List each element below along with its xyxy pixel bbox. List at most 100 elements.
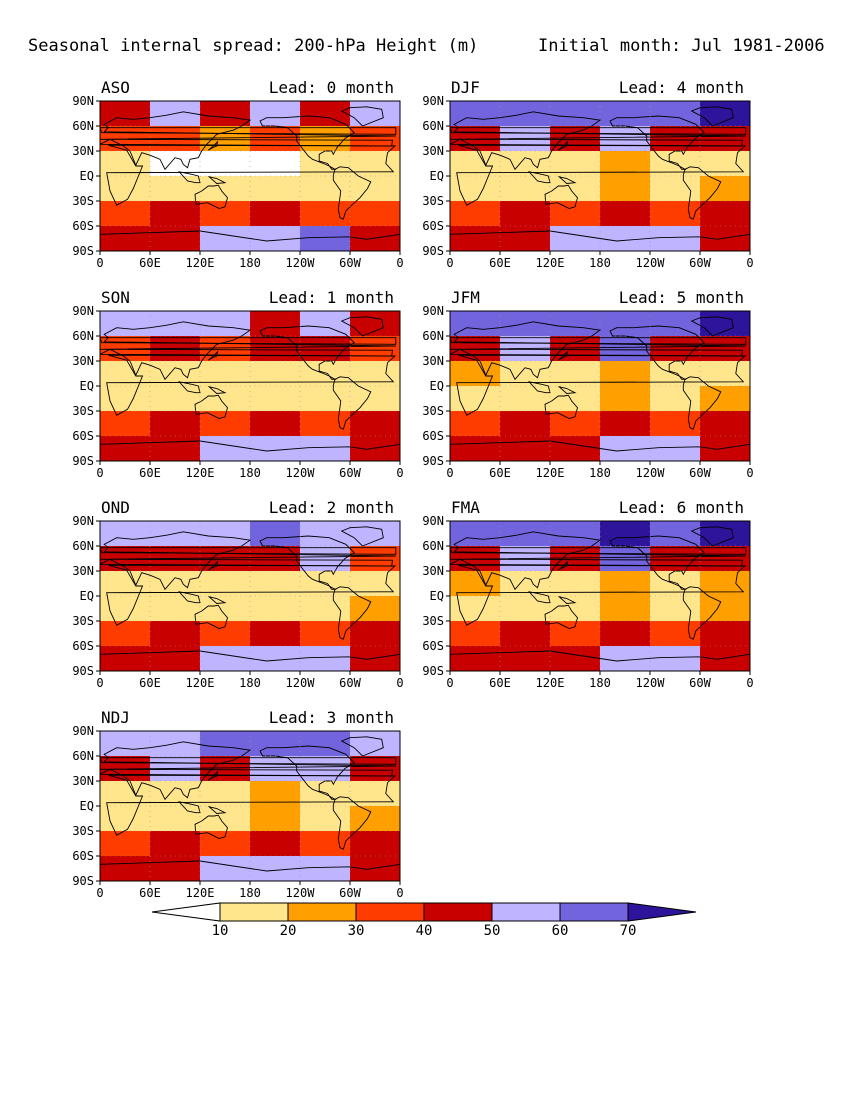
spread-cell — [100, 831, 151, 857]
lat-tick-label: 30S — [422, 404, 444, 418]
spread-cell — [450, 201, 501, 227]
spread-cell — [350, 101, 400, 127]
spread-cell — [350, 521, 400, 547]
spread-cell — [350, 546, 400, 572]
lat-tick-label: 90N — [422, 304, 444, 318]
coastline — [194, 394, 228, 419]
spread-cell — [350, 226, 400, 251]
spread-field — [100, 101, 400, 251]
panel-lead-label: Lead: 1 month — [269, 288, 394, 307]
spread-cell — [700, 546, 750, 572]
lat-tick-label: 60S — [72, 219, 94, 233]
spread-cell — [600, 646, 651, 671]
lon-tick-label: 0 — [96, 466, 103, 480]
spread-cell — [700, 176, 750, 202]
lon-tick-label: 60W — [339, 466, 361, 480]
coastline — [558, 140, 569, 151]
coastline — [194, 604, 228, 629]
spread-cell — [650, 646, 701, 671]
spread-cell — [300, 126, 351, 152]
spread-cell — [300, 226, 351, 251]
spread-cell — [250, 151, 301, 177]
spread-cell — [100, 411, 151, 437]
lat-tick-label: 60N — [422, 119, 444, 133]
spread-cell — [300, 101, 351, 127]
coastline — [100, 860, 400, 881]
spread-cell — [550, 101, 601, 127]
spread-cell — [700, 646, 750, 671]
lon-tick-label: 0 — [446, 676, 453, 690]
spread-cell — [300, 436, 351, 461]
spread-cell — [100, 226, 151, 251]
figure-title: Seasonal internal spread: 200-hPa Height… — [28, 36, 478, 56]
spread-cell — [200, 226, 251, 251]
spread-cell — [250, 546, 301, 572]
spread-cell — [600, 411, 651, 437]
lat-tick-label: 90S — [72, 454, 94, 468]
coastline — [194, 814, 228, 839]
spread-cell — [350, 436, 400, 461]
spread-cell — [500, 176, 551, 202]
lon-tick-label: 120W — [286, 466, 316, 480]
lat-tick-label: 90N — [422, 94, 444, 108]
lon-tick-label: 120E — [186, 466, 215, 480]
colorbar-level-label: 70 — [620, 923, 637, 939]
lon-tick-label: 120E — [186, 256, 215, 270]
lon-tick-label: 60E — [139, 256, 161, 270]
lat-tick-label: 30N — [72, 564, 94, 578]
coastline — [100, 757, 397, 765]
lon-tick-label: 180 — [239, 676, 261, 690]
lat-tick-label: 90S — [422, 244, 444, 258]
lon-tick-label: 0 — [396, 886, 403, 900]
spread-cell — [250, 596, 301, 622]
spread-cell — [350, 596, 400, 622]
spread-cell — [300, 201, 351, 227]
spread-field — [450, 521, 750, 671]
lon-tick-label: 180 — [239, 886, 261, 900]
spread-cell — [300, 646, 351, 671]
spread-cell — [700, 436, 750, 461]
colorbar-level-label: 60 — [552, 923, 569, 939]
spread-cell — [500, 646, 551, 671]
coastline — [609, 115, 705, 170]
coastline — [450, 531, 746, 591]
coastline — [194, 184, 228, 209]
spread-cell — [600, 596, 651, 622]
coastline — [690, 316, 734, 337]
spread-cell — [600, 386, 651, 412]
colorbar: 10 20 30 40 50 60 70 — [151, 902, 697, 939]
spread-cell — [250, 756, 301, 782]
panel-season-label: SON — [101, 288, 130, 307]
coastline — [682, 166, 722, 220]
coastline — [207, 385, 227, 394]
coastline — [450, 547, 747, 555]
spread-cell — [350, 311, 400, 337]
spread-cell — [100, 436, 151, 461]
lon-tick-label: 0 — [96, 676, 103, 690]
coastline — [450, 230, 750, 251]
spread-cell — [350, 336, 400, 362]
spread-cell — [350, 856, 400, 881]
spread-cell — [200, 731, 251, 757]
colorbar-box — [559, 902, 629, 922]
spread-cell — [300, 336, 351, 362]
lat-tick-label: 30N — [422, 354, 444, 368]
lat-tick-label: 90N — [72, 724, 94, 738]
colorbar-upper-extension — [627, 902, 697, 922]
spread-cell — [150, 806, 201, 832]
spread-cell — [300, 596, 351, 622]
coastline — [450, 127, 747, 135]
coastline — [207, 595, 227, 604]
spread-cell — [600, 311, 651, 337]
coastline — [100, 440, 400, 461]
lat-tick-label: 90N — [422, 514, 444, 528]
lat-tick-label: 30N — [422, 564, 444, 578]
spread-cell — [200, 546, 251, 572]
spread-cell — [350, 646, 400, 671]
lon-tick-label: 0 — [746, 676, 753, 690]
colorbar-box — [423, 902, 493, 922]
coastline — [100, 547, 397, 555]
coastline — [558, 560, 569, 571]
lat-tick-label: 60N — [72, 329, 94, 343]
